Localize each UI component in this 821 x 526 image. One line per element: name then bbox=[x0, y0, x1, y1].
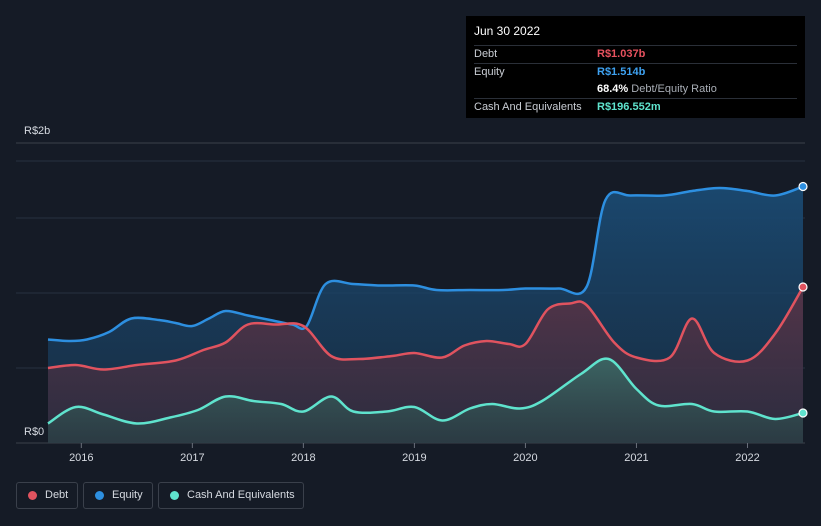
tooltip-panel: Jun 30 2022 Debt R$1.037b Equity R$1.514… bbox=[466, 16, 805, 118]
tooltip-debt-value: R$1.037b bbox=[597, 48, 646, 60]
debt-line bbox=[47, 286, 805, 371]
legend-cash[interactable]: Cash And Equivalents bbox=[158, 482, 304, 509]
cash-dot-icon bbox=[170, 491, 179, 500]
legend-equity[interactable]: Equity bbox=[83, 482, 153, 509]
tooltip-row-ratio: 68.4% Debt/Equity Ratio bbox=[474, 81, 797, 98]
legend-equity-label: Equity bbox=[112, 489, 143, 501]
x-tick-label-2018: 2018 bbox=[291, 452, 315, 464]
tooltip-cash-value: R$196.552m bbox=[597, 101, 661, 113]
tooltip-ratio-value: 68.4% bbox=[597, 83, 629, 95]
x-tick-label-2019: 2019 bbox=[402, 452, 426, 464]
series-lines bbox=[47, 185, 805, 425]
cash-and-equivalents-line bbox=[47, 357, 804, 425]
tooltip-cash-label: Cash And Equivalents bbox=[474, 101, 582, 113]
x-tick-label-2016: 2016 bbox=[69, 452, 93, 464]
series-areas bbox=[48, 186, 803, 443]
y-label-max: R$2b bbox=[24, 125, 50, 137]
tooltip-ratio-label: Debt/Equity Ratio bbox=[631, 83, 717, 95]
legend-cash-label: Cash And Equivalents bbox=[187, 489, 295, 501]
debt-dot-icon bbox=[28, 491, 37, 500]
equity-line bbox=[47, 185, 804, 343]
x-tick-label-2021: 2021 bbox=[624, 452, 648, 464]
tooltip-date: Jun 30 2022 bbox=[474, 24, 541, 38]
tooltip-equity-label: Equity bbox=[474, 66, 505, 78]
tooltip-row-equity: Equity R$1.514b bbox=[474, 63, 797, 81]
tooltip-debt-label: Debt bbox=[474, 48, 498, 60]
legend-debt-label: Debt bbox=[45, 489, 69, 501]
x-axis-ticks: 2016 2017 2018 2019 2020 2021 2022 bbox=[69, 443, 760, 464]
tooltip-row-cash: Cash And Equivalents R$196.552m bbox=[474, 98, 797, 116]
y-label-zero: R$0 bbox=[24, 426, 44, 438]
series-endpoints bbox=[798, 181, 808, 418]
tooltip-row-debt: Debt R$1.037b bbox=[474, 45, 797, 63]
cash-and-equivalents-area bbox=[48, 358, 803, 443]
tooltip-equity-value: R$1.514b bbox=[597, 66, 646, 78]
tooltip-ratio: 68.4% Debt/Equity Ratio bbox=[597, 81, 717, 98]
equity-endpoint bbox=[798, 181, 808, 192]
legend-debt[interactable]: Debt bbox=[16, 482, 78, 509]
debt-endpoint bbox=[798, 282, 808, 292]
x-tick-label-2022: 2022 bbox=[735, 452, 759, 464]
x-tick-label-2020: 2020 bbox=[513, 452, 537, 464]
equity-dot-icon bbox=[95, 491, 104, 500]
cash-and-equivalents-endpoint bbox=[798, 408, 808, 418]
x-tick-label-2017: 2017 bbox=[180, 452, 204, 464]
